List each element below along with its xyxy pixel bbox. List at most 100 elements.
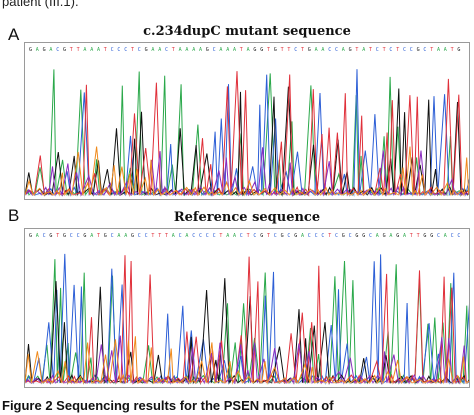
base-call-glyph: A <box>226 47 229 53</box>
base-call-glyph: G <box>145 47 148 53</box>
base-call-glyph: G <box>430 233 433 239</box>
base-call-glyph: T <box>240 47 243 53</box>
base-call-glyph: C <box>369 233 372 239</box>
base-call-glyph: T <box>172 47 175 53</box>
base-call-glyph: C <box>423 47 426 53</box>
base-call-glyph: G <box>355 233 358 239</box>
base-call-glyph: G <box>294 233 297 239</box>
base-call-glyph: C <box>321 233 324 239</box>
base-call-glyph: G <box>29 233 32 239</box>
base-call-glyph: A <box>185 47 188 53</box>
base-call-glyph: A <box>444 47 447 53</box>
base-call-glyph: C <box>43 233 46 239</box>
base-call-glyph: C <box>349 233 352 239</box>
base-call-glyph: T <box>396 47 399 53</box>
base-call-glyph: T <box>383 47 386 53</box>
base-call-glyph: T <box>219 233 222 239</box>
base-call-glyph: G <box>383 233 386 239</box>
base-call-glyph: T <box>451 47 454 53</box>
base-call-glyph: A <box>444 233 447 239</box>
top-text-fragment: patient (III.1). <box>2 0 79 9</box>
base-call-glyph: T <box>355 47 358 53</box>
base-call-glyph: T <box>97 233 100 239</box>
base-call-glyph: T <box>77 47 80 53</box>
base-call-glyph: T <box>301 47 304 53</box>
base-call-glyph: C <box>179 233 182 239</box>
base-call-glyph: C <box>457 233 460 239</box>
base-call-glyph: G <box>281 233 284 239</box>
base-call-glyph: C <box>199 233 202 239</box>
base-call-glyph: C <box>274 233 277 239</box>
base-call-glyph: C <box>308 233 311 239</box>
base-call-glyph: C <box>213 233 216 239</box>
base-call-glyph: A <box>233 233 236 239</box>
base-call-glyph: T <box>417 233 420 239</box>
base-call-glyph: G <box>253 47 256 53</box>
base-call-glyph: A <box>437 47 440 53</box>
panel-a-title: c.234dupC mutant sequence <box>143 24 351 39</box>
base-call-glyph: C <box>451 233 454 239</box>
base-call-glyph: T <box>131 47 134 53</box>
base-call-glyph: G <box>308 47 311 53</box>
base-call-glyph: T <box>165 233 168 239</box>
panel-a-label: A <box>8 25 20 44</box>
base-call-glyph: C <box>111 233 114 239</box>
base-call-glyph: C <box>124 47 127 53</box>
base-call-glyph: A <box>247 47 250 53</box>
base-call-glyph: G <box>396 233 399 239</box>
base-call-glyph: C <box>376 47 379 53</box>
base-call-glyph: T <box>267 47 270 53</box>
base-call-glyph: T <box>328 233 331 239</box>
base-call-glyph: A <box>233 47 236 53</box>
base-call-glyph: G <box>362 233 365 239</box>
base-call-glyph: A <box>117 233 120 239</box>
base-call-glyph: A <box>36 47 39 53</box>
base-call-glyph: G <box>423 233 426 239</box>
base-call-glyph: A <box>124 233 127 239</box>
base-call-glyph: C <box>165 47 168 53</box>
base-call-glyph: A <box>219 47 222 53</box>
base-call-glyph: A <box>49 47 52 53</box>
panel-b-label: B <box>8 206 20 225</box>
panel-b-title: Reference sequence <box>173 210 321 225</box>
base-call-glyph: A <box>158 47 161 53</box>
base-call-glyph: C <box>403 47 406 53</box>
base-call-glyph: C <box>117 47 120 53</box>
base-call-glyph: T <box>247 233 250 239</box>
base-call-glyph: C <box>315 233 318 239</box>
base-call-glyph: A <box>226 233 229 239</box>
base-call-glyph: C <box>138 233 141 239</box>
base-call-glyph: G <box>260 233 263 239</box>
base-call-glyph: A <box>192 47 195 53</box>
base-call-glyph: C <box>410 47 413 53</box>
base-call-glyph: A <box>83 47 86 53</box>
base-call-glyph: C <box>294 47 297 53</box>
base-call-glyph: G <box>342 233 345 239</box>
base-call-glyph: G <box>49 233 52 239</box>
base-call-glyph: G <box>104 233 107 239</box>
base-call-glyph: G <box>29 47 32 53</box>
base-call-glyph: A <box>362 47 365 53</box>
base-call-glyph: T <box>151 233 154 239</box>
base-call-glyph: C <box>389 47 392 53</box>
base-call-glyph: C <box>335 47 338 53</box>
base-call-glyph: G <box>131 233 134 239</box>
base-call-glyph: T <box>267 233 270 239</box>
base-call-glyph: C <box>213 47 216 53</box>
base-call-glyph: A <box>151 47 154 53</box>
base-call-glyph: C <box>206 233 209 239</box>
base-call-glyph: C <box>70 233 73 239</box>
base-call-glyph: A <box>403 233 406 239</box>
base-call-glyph: A <box>179 47 182 53</box>
base-call-glyph: A <box>172 233 175 239</box>
base-call-glyph: C <box>287 233 290 239</box>
base-call-glyph: A <box>97 47 100 53</box>
base-call-glyph: A <box>90 47 93 53</box>
base-call-glyph: A <box>342 47 345 53</box>
base-call-glyph: T <box>430 47 433 53</box>
base-call-glyph: A <box>301 233 304 239</box>
base-call-glyph: T <box>410 233 413 239</box>
